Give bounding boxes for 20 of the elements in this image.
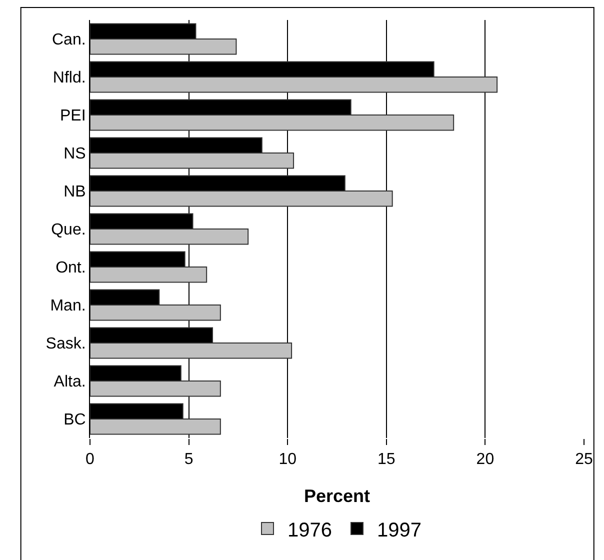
y-tick-label: PEI (60, 108, 86, 125)
x-tick-label: 5 (184, 451, 194, 468)
y-tick-label: Alta. (54, 374, 86, 391)
y-tick-label: Que. (51, 222, 86, 239)
y-tick-label: Nfld. (52, 70, 86, 87)
x-tick-label: 10 (278, 451, 297, 468)
x-axis-title: Percent (304, 486, 370, 506)
y-tick-label: BC (64, 412, 86, 429)
y-tick-label: NS (64, 146, 86, 163)
x-tick-label: 25 (575, 451, 593, 468)
y-tick-label: NB (64, 184, 86, 201)
legend-label: 1997 (377, 519, 422, 542)
y-tick-label: Can. (52, 32, 86, 49)
y-tick-label: Ont. (56, 260, 86, 277)
y-tick-label: Man. (50, 298, 86, 315)
x-tick-label: 15 (378, 451, 396, 468)
legend-label: 1976 (288, 519, 332, 542)
x-tick-label: 0 (86, 451, 95, 468)
x-tick-label: 20 (476, 451, 494, 468)
y-tick-label: Sask. (46, 336, 86, 353)
